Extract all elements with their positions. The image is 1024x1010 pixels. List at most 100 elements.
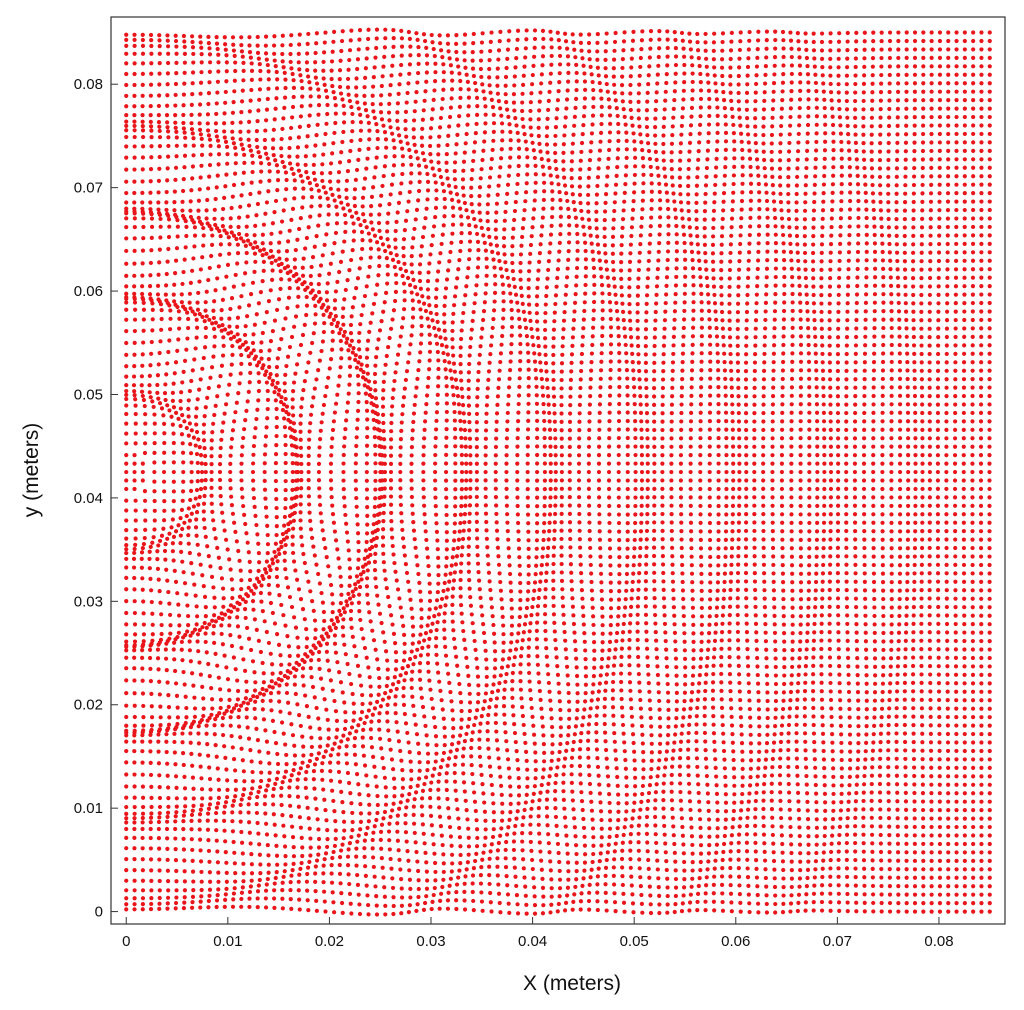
- data-point: [157, 727, 163, 732]
- data-point: [242, 607, 248, 612]
- data-point: [308, 518, 313, 524]
- data-point: [173, 906, 178, 911]
- data-point: [177, 623, 182, 628]
- data-point: [205, 197, 210, 203]
- data-point: [156, 543, 161, 548]
- data-point: [149, 38, 154, 43]
- data-point: [474, 121, 479, 127]
- data-point: [411, 419, 416, 425]
- data-point: [152, 527, 157, 532]
- data-point: [198, 672, 203, 677]
- data-point: [240, 885, 245, 890]
- data-point: [376, 692, 381, 697]
- data-point: [171, 647, 176, 652]
- data-point: [412, 402, 417, 408]
- data-point: [289, 604, 295, 610]
- data-point: [415, 902, 420, 907]
- data-point: [459, 725, 464, 730]
- data-point: [266, 582, 271, 588]
- data-point: [361, 636, 366, 641]
- data-point: [265, 532, 270, 538]
- data-point: [407, 588, 412, 593]
- data-point: [501, 649, 506, 654]
- data-point: [496, 57, 501, 62]
- data-point: [498, 106, 503, 111]
- data-point: [149, 804, 154, 810]
- data-point: [159, 307, 164, 313]
- data-point: [280, 531, 285, 537]
- data-point: [401, 623, 406, 628]
- data-point: [487, 579, 492, 584]
- data-point: [474, 445, 479, 450]
- data-point: [331, 141, 336, 146]
- data-point: [508, 359, 513, 364]
- data-point: [402, 289, 407, 294]
- data-point: [173, 826, 178, 832]
- data-point: [332, 298, 338, 303]
- data-point: [287, 653, 292, 659]
- data-point: [509, 632, 514, 637]
- data-point: [492, 674, 497, 679]
- data-point: [390, 54, 396, 59]
- data-point: [462, 41, 467, 46]
- data-point: [168, 327, 173, 332]
- data-point: [439, 698, 444, 703]
- data-point: [188, 199, 193, 204]
- data-point: [159, 622, 164, 628]
- data-point: [356, 360, 361, 365]
- data-point: [443, 644, 448, 649]
- data-point: [490, 690, 495, 695]
- data-point: [132, 878, 137, 883]
- data-point: [164, 200, 169, 205]
- data-point: [382, 437, 387, 442]
- data-point: [239, 35, 244, 40]
- data-point: [331, 419, 336, 424]
- data-point: [165, 125, 170, 130]
- data-point: [169, 525, 174, 530]
- data-point: [433, 606, 438, 611]
- data-point: [386, 211, 391, 216]
- data-point: [388, 502, 394, 507]
- data-point: [124, 61, 129, 66]
- data-point: [471, 158, 476, 164]
- data-point: [436, 152, 441, 157]
- data-point: [353, 357, 358, 362]
- data-point: [214, 805, 219, 810]
- data-point: [491, 810, 496, 815]
- data-point: [466, 544, 471, 549]
- data-point: [287, 145, 292, 151]
- data-point: [306, 445, 311, 450]
- data-point: [388, 613, 394, 618]
- data-point: [231, 182, 237, 188]
- data-point: [288, 419, 293, 424]
- data-point: [270, 382, 275, 387]
- data-point: [196, 290, 201, 296]
- data-point: [124, 691, 129, 696]
- data-point: [240, 181, 245, 186]
- data-point: [313, 60, 318, 65]
- data-point: [459, 336, 464, 342]
- data-point: [412, 713, 417, 718]
- data-point: [462, 881, 467, 886]
- data-point: [395, 813, 400, 818]
- data-point: [332, 96, 338, 101]
- data-point: [474, 827, 480, 832]
- data-point: [304, 312, 309, 318]
- data-point: [313, 75, 318, 80]
- data-point: [143, 431, 148, 436]
- data-point: [391, 552, 396, 557]
- data-point: [378, 704, 384, 709]
- data-point: [299, 478, 304, 483]
- data-point: [362, 293, 368, 299]
- data-point: [308, 86, 313, 91]
- data-point: [163, 292, 168, 297]
- data-point: [141, 224, 146, 230]
- data-point: [258, 862, 263, 867]
- data-point: [379, 93, 384, 98]
- data-point: [212, 216, 217, 221]
- data-point: [255, 738, 261, 743]
- data-point: [444, 427, 449, 432]
- data-point: [389, 519, 394, 524]
- data-point: [292, 196, 297, 201]
- data-point: [417, 262, 423, 267]
